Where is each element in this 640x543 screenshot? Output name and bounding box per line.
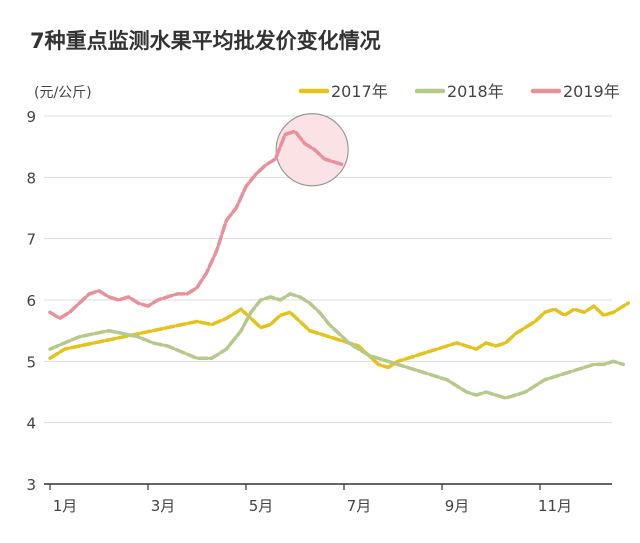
y-axis-label: (元/公斤) [34, 85, 92, 101]
x-tick-label: 3月 [151, 497, 176, 515]
series-group [48, 129, 630, 400]
legend: 2017年 2018年 2019年 [298, 82, 620, 101]
x-tick-label: 7月 [347, 497, 372, 515]
series-line-1 [48, 301, 630, 370]
y-tick-label: 7 [26, 231, 36, 249]
series-line-2 [48, 292, 626, 400]
legend-label: 2017年 [331, 82, 388, 101]
x-tick-label: 9月 [445, 497, 470, 515]
y-tick-label: 4 [26, 415, 36, 433]
x-tick-label: 1月 [53, 497, 78, 515]
axes: 3 4 5 6 7 8 9 1月 3月 5月 7月 9月 11月 [26, 108, 612, 515]
y-tick-label: 6 [26, 292, 36, 310]
x-tick-label: 11月 [538, 497, 572, 515]
x-tick-label: 5月 [249, 497, 274, 515]
chart-title: 7种重点监测水果平均批发价变化情况 [30, 29, 381, 53]
y-tick-label: 9 [26, 108, 36, 126]
legend-label: 2019年 [563, 82, 620, 101]
y-tick-label: 3 [26, 476, 36, 494]
legend-label: 2018年 [447, 82, 504, 101]
y-tick-label: 5 [26, 353, 36, 371]
y-tick-label: 8 [26, 169, 36, 187]
series-line-3 [48, 129, 346, 321]
